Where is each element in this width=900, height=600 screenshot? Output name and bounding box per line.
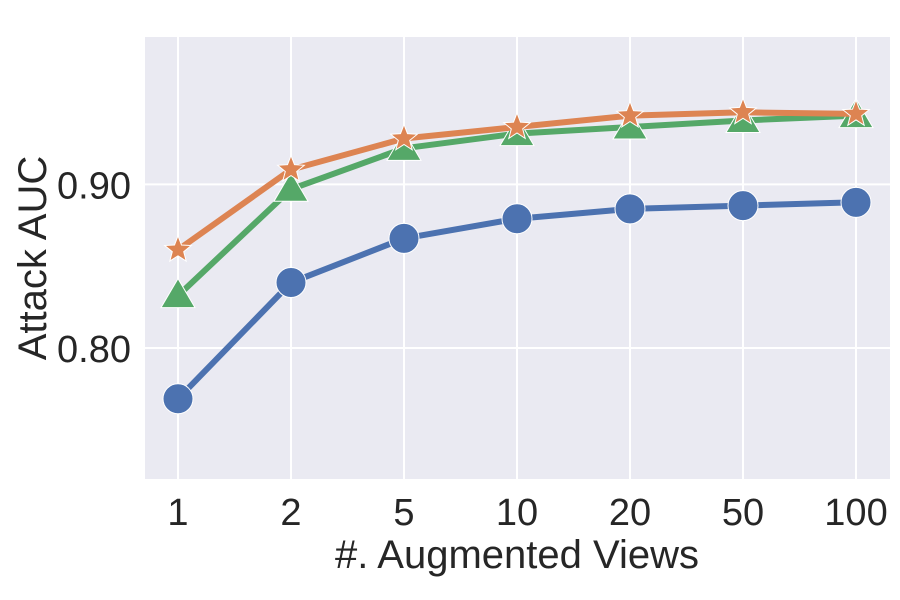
x-axis-label: #. Augmented Views: [335, 533, 699, 577]
data-point: [160, 277, 196, 309]
data-point: [388, 222, 420, 254]
y-axis-label: Attack AUC: [11, 156, 55, 361]
data-point: [727, 190, 759, 222]
series-circle: [162, 186, 872, 415]
data-point: [273, 171, 309, 202]
data-point: [501, 203, 533, 235]
x-tick-label: 20: [609, 492, 651, 534]
series-group: [160, 96, 874, 415]
x-tick-label: 2: [280, 492, 301, 534]
data-point: [163, 234, 193, 263]
data-point: [389, 123, 419, 151]
data-point: [728, 96, 758, 125]
x-tick-label: 100: [824, 492, 887, 534]
x-tick-label: 5: [393, 492, 414, 534]
x-tick-label: 50: [722, 492, 764, 534]
y-tick-label: 0.90: [57, 165, 131, 207]
data-point: [615, 100, 645, 129]
x-tick-label: 1: [167, 492, 188, 534]
data-point: [162, 383, 194, 415]
data-point: [840, 186, 872, 218]
data-point: [502, 111, 532, 140]
tick-labels: 1 2 5 10 20 50 100 0.80 0.90: [57, 165, 888, 534]
data-point: [386, 130, 422, 161]
x-tick-label: 10: [496, 492, 538, 534]
data-point: [275, 267, 307, 299]
data-point: [612, 109, 648, 140]
data-point: [614, 193, 646, 225]
y-tick-label: 0.80: [57, 329, 131, 371]
series-star: [163, 96, 871, 263]
data-point: [841, 98, 871, 127]
data-point: [276, 154, 306, 183]
